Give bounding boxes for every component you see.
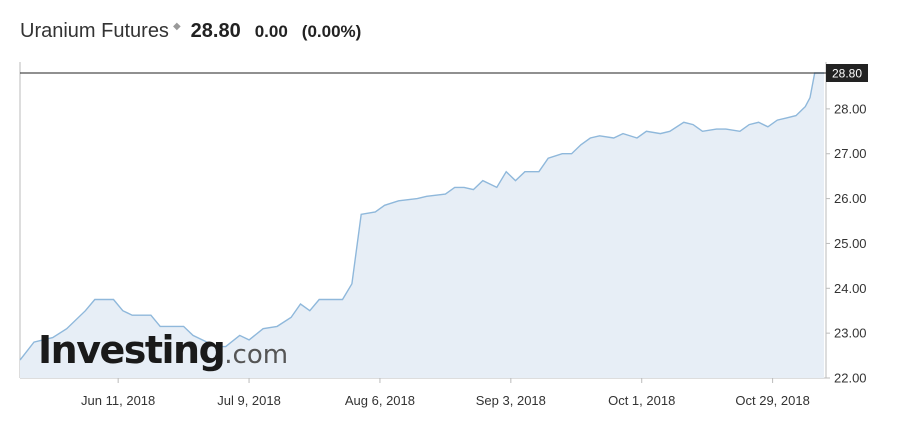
last-price: 28.80 [190,20,241,42]
watermark-brand: Investing [38,328,224,372]
x-tick-label: Jul 9, 2018 [217,393,281,408]
y-tick-label: 25.00 [834,236,867,251]
x-tick-label: Oct 29, 2018 [735,393,809,408]
price-change: 0.00 [254,22,288,41]
investing-watermark-logo: Investing.com [38,328,288,372]
y-tick-label: 24.00 [834,281,867,296]
last-price-tag [826,64,868,82]
x-tick-label: Sep 3, 2018 [476,393,546,408]
y-tick-label: 22.00 [834,371,867,386]
last-price-tag-label: 28.80 [832,67,862,81]
series-area [20,73,825,378]
instrument-name: Uranium Futures [20,20,169,42]
y-tick-label: 23.00 [834,326,867,341]
x-tick-label: Aug 6, 2018 [345,393,415,408]
y-tick-label: 28.00 [834,101,867,116]
diamond-flag-icon: ◆ [172,21,181,32]
watermark-suffix: .com [224,340,288,370]
y-tick-label: 26.00 [834,191,867,206]
y-tick-label: 27.00 [834,146,867,161]
quote-header: Uranium Futures ◆ 28.80 0.00 (0.00%) [20,20,361,50]
series-line [19,72,824,361]
x-tick-label: Oct 1, 2018 [608,393,675,408]
price-change-percent: (0.00%) [301,22,362,41]
x-tick-label: Jun 11, 2018 [81,393,155,408]
